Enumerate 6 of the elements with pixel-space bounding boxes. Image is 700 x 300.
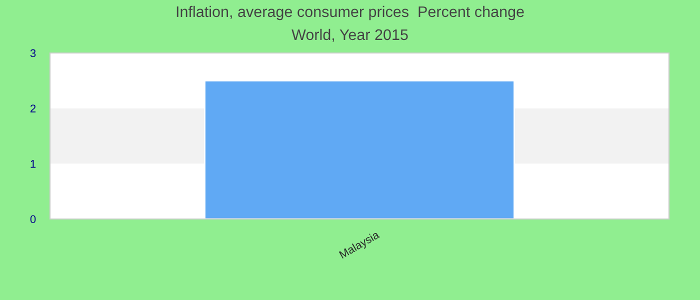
y-tick-label: 2: [30, 104, 36, 112]
y-tick-label: 3: [30, 49, 36, 58]
y-tick-label: 0: [30, 215, 36, 224]
y-tick-label: 1: [30, 160, 36, 168]
chart-title: Inflation, average consumer prices Percent change: [176, 6, 524, 20]
chart-subtitle: World, Year 2015: [292, 28, 408, 42]
